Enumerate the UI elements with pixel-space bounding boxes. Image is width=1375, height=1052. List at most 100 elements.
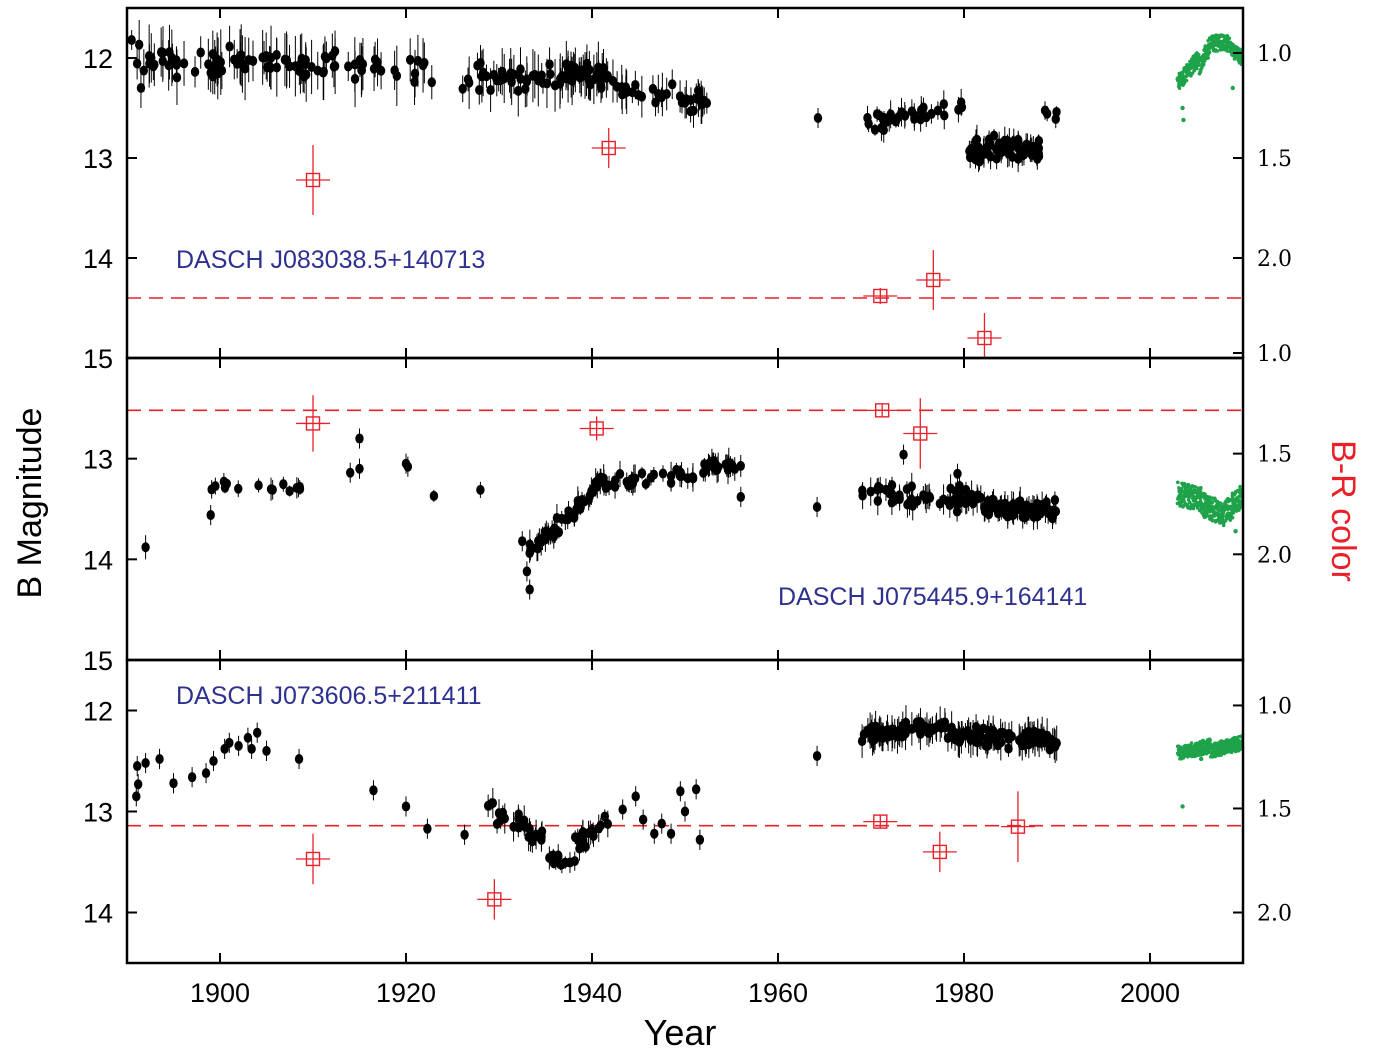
x-tick-label: 1900	[190, 978, 250, 1008]
br-point	[1010, 819, 1026, 834]
b-mag-point	[596, 80, 606, 91]
b-mag-point	[514, 85, 523, 96]
b-mag-point	[557, 513, 566, 524]
b-mag-point	[429, 490, 439, 501]
b-mag-point	[355, 433, 364, 444]
b-mag-point	[919, 102, 928, 113]
y-tick-label: 14	[83, 899, 113, 929]
b-mag-point	[358, 59, 368, 70]
axes-frame-layer: 12 13 14 15 1.0 1.5 2.0 1.0 13 14 15 1.5 2.0 12 13 14 1.…	[83, 6, 1292, 1008]
b-mag-point	[546, 69, 555, 80]
b-mag-point	[149, 61, 158, 72]
b-mag-point	[141, 758, 150, 769]
b-mag-point	[984, 509, 994, 520]
b-mag-point	[280, 54, 290, 65]
green-point	[1187, 69, 1191, 74]
green-point	[1235, 507, 1239, 512]
b-mag-point	[1018, 732, 1027, 743]
object-label: DASCH J075445.9+164141	[778, 583, 1087, 611]
b-mag-point	[902, 484, 912, 495]
b-mag-point	[272, 62, 282, 73]
y-tick-label: 14	[83, 244, 113, 274]
b-mag-point	[887, 724, 897, 735]
green-point	[1233, 528, 1238, 534]
b-mag-point	[680, 97, 690, 108]
b-mag-point	[575, 843, 584, 854]
b-mag-point	[588, 828, 597, 839]
b-mag-point	[522, 76, 532, 87]
b-mag-point	[925, 491, 934, 502]
b-mag-point	[812, 750, 822, 761]
b-mag-point	[458, 83, 467, 94]
b-mag-point	[488, 798, 498, 809]
b-mag-point	[895, 492, 904, 503]
b-mag-point	[537, 70, 546, 81]
b-mag-point	[190, 66, 200, 77]
green-point	[1227, 36, 1232, 41]
br-point	[601, 140, 616, 156]
b-mag-point	[155, 753, 164, 764]
green-point	[1195, 66, 1199, 71]
b-mag-point	[301, 55, 310, 66]
plot-area	[127, 395, 1243, 600]
br-point	[977, 330, 992, 346]
b-mag-point	[935, 498, 945, 509]
b-mag-point	[169, 778, 178, 789]
b-mag-point	[225, 41, 234, 52]
b-mag-point	[899, 449, 908, 460]
b-mag-point	[864, 726, 873, 737]
b-mag-point	[307, 61, 316, 72]
b-mag-point	[201, 768, 211, 779]
br-point	[487, 892, 502, 907]
b-mag-point	[596, 820, 605, 831]
y-tick-label: 15	[83, 646, 113, 676]
b-mag-point	[369, 785, 378, 796]
b-mag-point	[520, 815, 529, 826]
b-mag-point	[922, 112, 931, 123]
green-point	[1233, 491, 1238, 495]
b-mag-point	[522, 566, 532, 577]
b-mag-point	[907, 106, 917, 117]
b-mag-point	[668, 79, 677, 90]
b-mag-point	[518, 536, 527, 547]
br-point	[305, 416, 321, 431]
b-mag-point	[156, 47, 166, 58]
b-mag-point	[588, 487, 598, 498]
b-mag-point	[299, 71, 309, 82]
b-mag-point	[292, 482, 302, 493]
b-mag-point	[870, 124, 880, 135]
b-mag-point	[617, 82, 626, 93]
panel-frame	[125, 6, 1245, 360]
b-mag-point	[953, 468, 962, 479]
b-mag-point	[650, 828, 659, 839]
br-point	[873, 288, 888, 304]
b-mag-point	[207, 484, 216, 495]
b-mag-point	[225, 737, 234, 748]
panel-frame	[125, 658, 1245, 965]
b-mag-point	[857, 736, 867, 747]
y2-tick-label: 1.0	[1257, 42, 1292, 67]
b-mag-point	[346, 467, 355, 478]
green-point	[1207, 47, 1211, 51]
b-mag-point	[887, 480, 897, 491]
b-mag-point	[294, 753, 304, 764]
b-mag-point	[1037, 735, 1047, 746]
green-point	[1221, 43, 1226, 47]
b-mag-point	[657, 818, 666, 829]
y-tick-label: 13	[83, 798, 113, 828]
green-point	[1177, 86, 1182, 90]
b-mag-point	[234, 483, 243, 494]
green-point	[1230, 515, 1235, 520]
b-mag-point	[179, 58, 189, 69]
b-mag-point	[984, 138, 994, 149]
b-mag-point	[525, 584, 534, 595]
b-mag-point	[933, 105, 943, 116]
b-mag-point	[1008, 151, 1017, 162]
br-point	[589, 421, 604, 436]
b-mag-point	[258, 52, 267, 63]
b-mag-point	[658, 468, 668, 479]
b-mag-point	[1007, 731, 1016, 742]
b-mag-point	[141, 542, 150, 553]
y2-tick-label: 1.0	[1257, 694, 1292, 719]
b-mag-point	[320, 51, 330, 62]
